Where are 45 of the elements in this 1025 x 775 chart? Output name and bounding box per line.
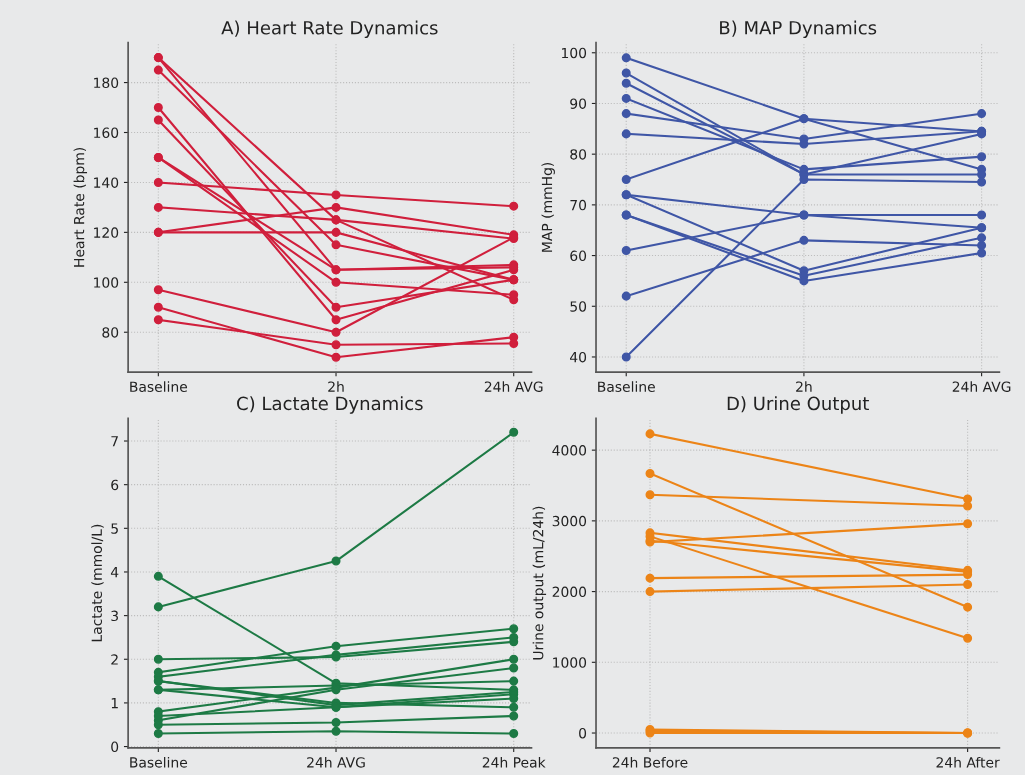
- y-tick-label: 60: [570, 250, 587, 262]
- y-axis-title: MAP (mmHg): [541, 162, 555, 252]
- y-axis-title: Heart Rate (bpm): [73, 147, 88, 267]
- chart-title: C) Lactate Dynamics: [237, 396, 423, 414]
- chart-title: D) Urine Output: [727, 396, 869, 414]
- y-tick-label: 5: [111, 523, 118, 534]
- y-tick-label: 80: [570, 149, 587, 160]
- y-tick-label: 0: [579, 727, 587, 739]
- y-tick-label: 2: [111, 654, 118, 665]
- x-tick-label: 24h AVG: [952, 381, 1011, 392]
- y-tick-label: 6: [111, 479, 119, 491]
- x-tick-label: 24h Peak: [482, 756, 546, 768]
- x-tick-label: 24h AVG: [307, 756, 365, 768]
- y-tick-label: 100: [562, 47, 587, 59]
- y-tick-label: 50: [570, 301, 587, 312]
- y-tick-label: 4000: [552, 445, 587, 456]
- y-tick-label: 40: [570, 351, 587, 363]
- x-tick-label: 24h AVG: [484, 381, 543, 392]
- y-tick-label: 4: [110, 567, 119, 578]
- y-tick-label: 180: [94, 77, 119, 89]
- y-tick-label: 2000: [552, 586, 587, 598]
- y-tick-label: 80: [102, 327, 119, 338]
- y-tick-label: 70: [570, 199, 587, 211]
- y-tick-label: 1: [111, 698, 118, 709]
- y-tick-label: 140: [94, 177, 119, 188]
- x-tick-label: 24h Before: [612, 756, 688, 768]
- y-tick-label: 90: [570, 98, 587, 109]
- y-tick-label: 160: [94, 127, 119, 138]
- x-tick-label: Baseline: [598, 381, 655, 392]
- y-tick-label: 3: [111, 610, 118, 622]
- y-tick-label: 7: [111, 436, 118, 447]
- chart-title: B) MAP Dynamics: [720, 20, 877, 39]
- y-tick-label: 3000: [552, 515, 587, 527]
- x-tick-label: 2h: [328, 381, 344, 392]
- y-tick-label: 0: [111, 741, 119, 753]
- y-axis-title: Urine output (mL/24h): [532, 506, 547, 660]
- y-tick-label: 1000: [553, 657, 587, 668]
- y-tick-label: 120: [94, 227, 119, 238]
- x-tick-label: 24h After: [936, 756, 1000, 768]
- x-tick-label: Baseline: [130, 381, 188, 392]
- chart-title: A) Heart Rate Dynamics: [221, 20, 438, 39]
- x-tick-label: 2h: [796, 381, 812, 392]
- y-axis-title: Lactate (mmol/L): [91, 524, 104, 642]
- y-tick-label: 100: [94, 277, 119, 288]
- x-tick-label: Baseline: [130, 756, 188, 768]
